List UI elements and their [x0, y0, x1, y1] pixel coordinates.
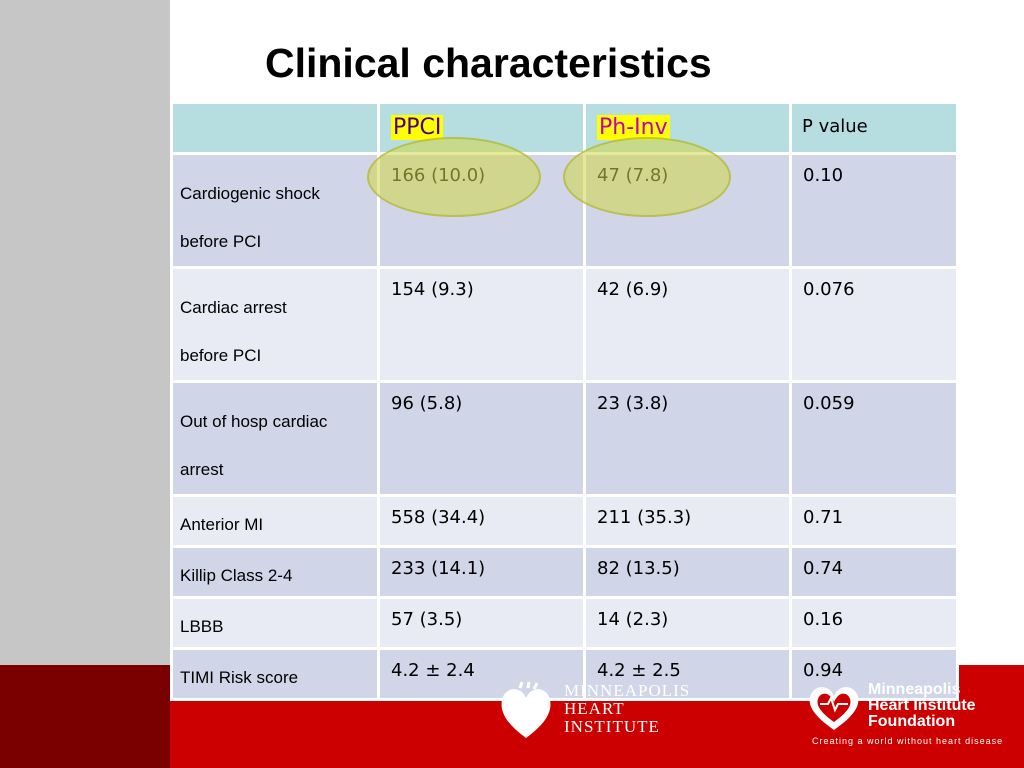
header-phinv-label: Ph-Inv	[597, 115, 670, 140]
header-pvalue: P value	[789, 101, 959, 155]
ppci-value: 4.2 ± 2.4	[391, 660, 475, 681]
table-row: Killip Class 2-4 233 (14.1) 82 (13.5) 0.…	[170, 545, 959, 599]
foundation-heart-icon	[809, 687, 859, 730]
header-ppci: PPCI	[377, 101, 586, 155]
phinv-value: 14 (2.3)	[597, 609, 669, 630]
table-row: Anterior MI 558 (34.4) 211 (35.3) 0.71	[170, 494, 959, 548]
p-value: 0.059	[803, 393, 855, 414]
minneapolis-heart-institute-foundation-logo: Minneapolis Heart Institute Foundation C…	[806, 680, 1016, 750]
header-empty-cell	[170, 101, 380, 155]
p-value: 0.94	[803, 660, 844, 681]
table-row: TIMI Risk score 4.2 ± 2.4 4.2 ± 2.5 0.94	[170, 647, 959, 701]
row-label: Cardiogenic shock before PCI	[180, 184, 320, 251]
row-label: Cardiac arrest before PCI	[180, 298, 287, 365]
p-value: 0.16	[803, 609, 844, 630]
logo2-text: Minneapolis Heart Institute Foundation	[868, 681, 976, 730]
slide-title: Clinical characteristics	[265, 40, 712, 86]
ppci-value: 154 (9.3)	[391, 279, 474, 300]
highlight-ellipse-phinv	[563, 137, 731, 217]
header-pvalue-label: P value	[802, 116, 868, 137]
table-row: Out of hosp cardiac arrest 96 (5.8) 23 (3…	[170, 380, 959, 497]
phinv-value: 42 (6.9)	[597, 279, 669, 300]
row-label: Out of hosp cardiac arrest	[180, 412, 328, 479]
logo2-tagline: Creating a world without heart disease	[812, 736, 1004, 746]
table-header-row: PPCI Ph-Inv P value	[170, 101, 959, 155]
left-decor-band	[0, 0, 170, 665]
phinv-value: 211 (35.3)	[597, 507, 692, 528]
phinv-value: 4.2 ± 2.5	[597, 660, 681, 681]
row-label: TIMI Risk score	[180, 668, 299, 687]
phinv-value: 82 (13.5)	[597, 558, 680, 579]
ppci-value: 233 (14.1)	[391, 558, 486, 579]
table-row: LBBB 57 (3.5) 14 (2.3) 0.16	[170, 596, 959, 650]
footer-bar-dark-corner	[0, 665, 170, 768]
logo1-text: MINNEAPOLIS HEART INSTITUTE	[564, 681, 691, 736]
ppci-value: 57 (3.5)	[391, 609, 463, 630]
phinv-value: 23 (3.8)	[597, 393, 669, 414]
clinical-table: PPCI Ph-Inv P value Cardiogenic shock bef…	[170, 101, 959, 701]
p-value: 0.076	[803, 279, 855, 300]
row-label: LBBB	[180, 617, 224, 636]
p-value: 0.71	[803, 507, 844, 528]
row-label: Killip Class 2-4	[180, 566, 293, 585]
row-label: Anterior MI	[180, 515, 264, 534]
highlight-ellipse-ppci	[367, 137, 541, 217]
minneapolis-heart-institute-logo: MINNEAPOLIS HEART INSTITUTE	[498, 680, 698, 742]
heart-icon	[501, 681, 557, 738]
p-value: 0.10	[803, 165, 844, 186]
ppci-value: 558 (34.4)	[391, 507, 486, 528]
header-ppci-label: PPCI	[391, 115, 444, 140]
ppci-value: 96 (5.8)	[391, 393, 463, 414]
p-value: 0.74	[803, 558, 844, 579]
table-row: Cardiac arrest before PCI 154 (9.3) 42 (6…	[170, 266, 959, 383]
